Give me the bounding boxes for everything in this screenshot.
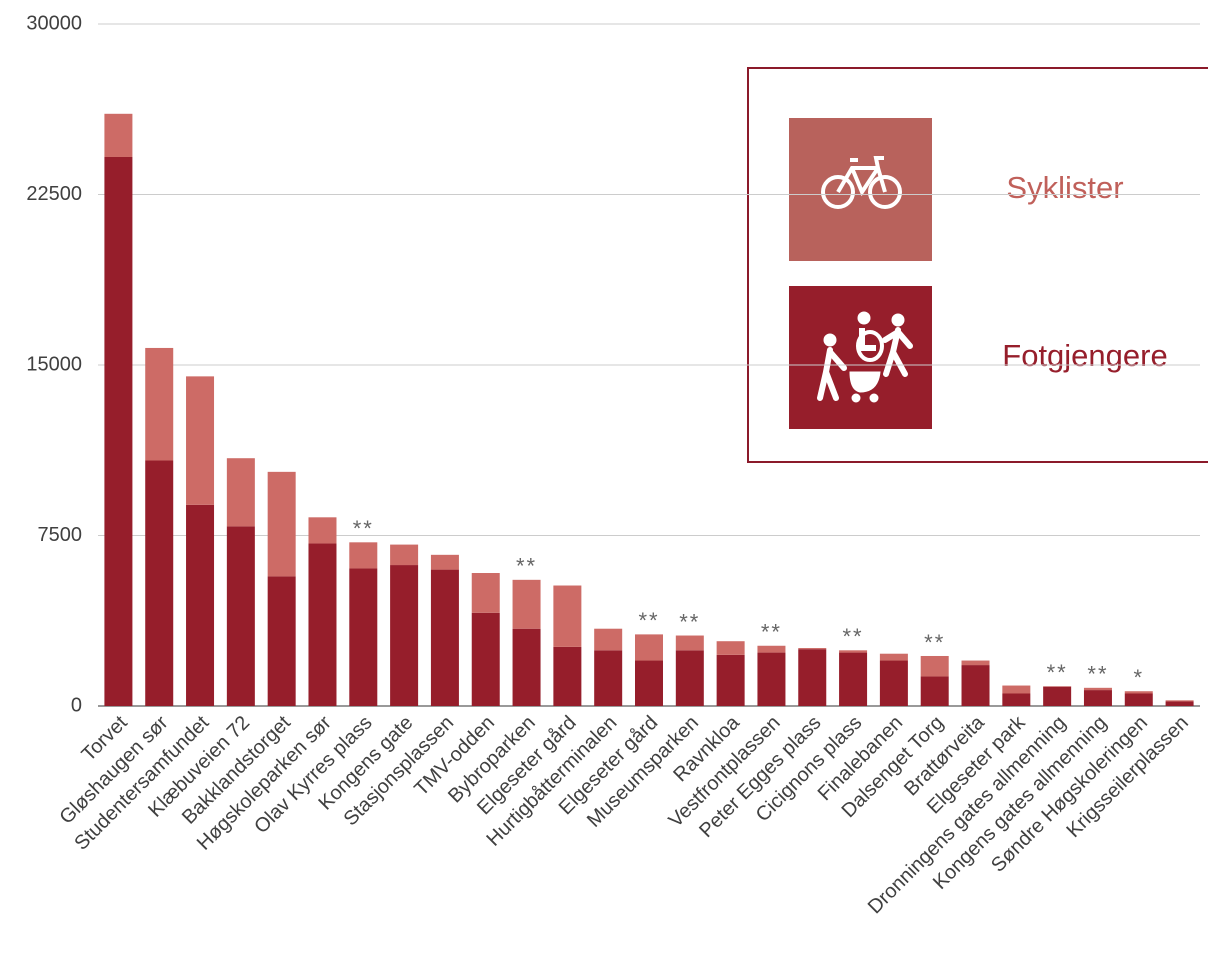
bar-segment (226, 458, 255, 527)
pram (849, 371, 881, 393)
bar-segment (716, 654, 745, 706)
legend-label: Syklister (1006, 170, 1123, 205)
bar-segment (839, 652, 868, 706)
annotation: ** (679, 609, 700, 634)
annotation: ** (1087, 662, 1108, 687)
bar-segment (635, 660, 663, 706)
bar-segment (390, 544, 419, 566)
bar-segment (349, 542, 378, 569)
bar-segment (798, 648, 827, 650)
bar-segment (675, 650, 704, 706)
annotation: * (1133, 665, 1144, 690)
bar-segment (430, 554, 459, 570)
y-tick-label: 7500 (38, 524, 83, 546)
annotation: ** (761, 620, 782, 645)
bar-segment (1002, 685, 1031, 694)
bar-segment (186, 376, 215, 505)
annotation: ** (924, 630, 945, 655)
bar-segment (104, 113, 133, 157)
frame (836, 156, 887, 197)
bar-segment (1124, 693, 1153, 706)
bar-segment (430, 569, 459, 706)
wheelchair (856, 330, 884, 362)
bar-segment (104, 156, 133, 707)
bar-segment (757, 645, 786, 653)
pram-wheel (869, 393, 879, 403)
bar-segment (961, 665, 990, 706)
walker (882, 327, 913, 377)
bar-segment (920, 676, 949, 706)
bar-segment (512, 628, 541, 706)
bar-segment (839, 650, 868, 653)
y-tick-label: 22500 (26, 183, 82, 205)
sitter (859, 328, 876, 351)
bar-segment (1002, 693, 1031, 706)
annotation: ** (516, 554, 537, 579)
head (823, 333, 837, 347)
legend: Syklister Fotgjengere (747, 67, 1208, 463)
bar-segment (879, 660, 908, 706)
pedestrian-icon (817, 311, 913, 403)
annotation: ** (638, 608, 659, 633)
bar-segment (1165, 700, 1194, 702)
annotation: ** (353, 516, 374, 541)
bar-segment (553, 585, 582, 647)
bike-icon (821, 156, 902, 209)
bar-segment (675, 635, 704, 651)
bar-segment (226, 526, 255, 706)
bar-segment (553, 646, 582, 706)
head (857, 311, 871, 325)
bar-segment (1083, 690, 1112, 706)
bar-segment (1043, 686, 1072, 706)
annotation: ** (843, 624, 864, 649)
bar-segment (512, 579, 541, 629)
bar-segment (716, 641, 745, 655)
bar-segment (267, 576, 296, 706)
legend-label: Fotgjengere (1002, 338, 1167, 373)
bar-segment (1083, 687, 1112, 691)
y-tick-label: 0 (71, 694, 82, 716)
bar-segment (920, 655, 949, 677)
head (891, 313, 905, 327)
y-tick-label: 30000 (26, 12, 82, 34)
bar-segment (308, 543, 337, 706)
bar-segment (390, 565, 419, 706)
bar-segment (349, 568, 378, 706)
bar-segment (471, 573, 500, 613)
bar-segment (1165, 701, 1194, 706)
bar-segment (308, 517, 337, 544)
bar-segment (186, 504, 215, 706)
bar-segment (471, 612, 500, 706)
bar-segment (798, 649, 827, 706)
y-tick-label: 15000 (26, 353, 82, 375)
wheel (821, 175, 855, 209)
bar-segment (1124, 691, 1153, 694)
bar-segment (145, 460, 174, 706)
bar-segment (594, 650, 623, 706)
bar-segment (879, 653, 908, 661)
bar-segment (267, 471, 296, 577)
annotation: ** (1047, 660, 1068, 685)
bar-segment (594, 628, 623, 651)
bar-segment (757, 652, 786, 706)
bar-segment (961, 660, 990, 666)
wheel (868, 175, 902, 209)
bar-segment (635, 634, 663, 661)
bar-segment (145, 347, 174, 461)
pram-wheel (851, 393, 861, 403)
